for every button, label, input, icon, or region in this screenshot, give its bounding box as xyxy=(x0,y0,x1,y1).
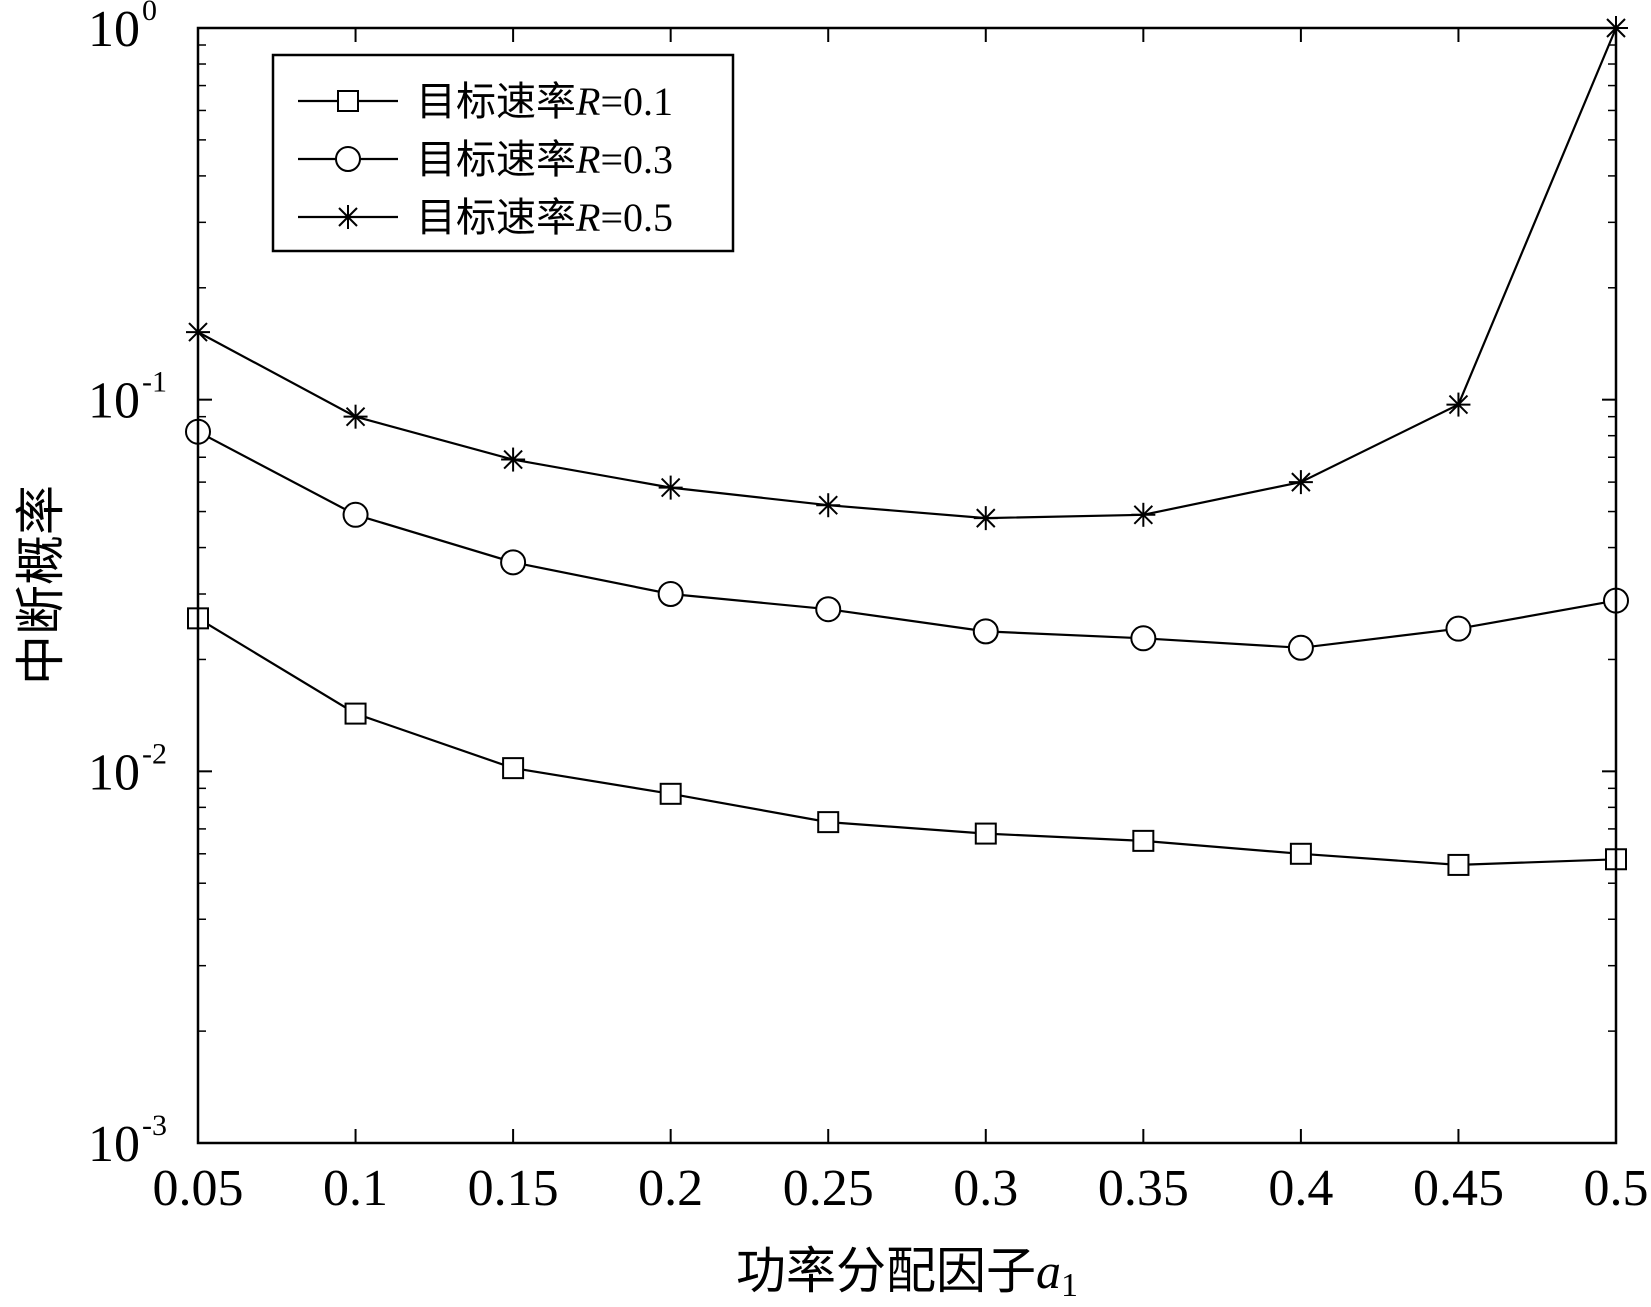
plot-frame xyxy=(196,26,1618,1145)
legend-entry-label: 目标速率R=0.5 xyxy=(416,195,673,240)
legend-marker-square xyxy=(337,90,359,112)
y-tick-label: 10 xyxy=(88,1,140,58)
data-point-circle xyxy=(815,596,842,623)
data-point-star xyxy=(343,404,368,429)
data-point-square xyxy=(1447,853,1470,876)
legend-entry-label: 目标速率R=0.3 xyxy=(416,137,673,182)
x-tick-label: 0.5 xyxy=(1584,1160,1649,1217)
x-tick-label: 0.15 xyxy=(468,1160,559,1217)
x-axis-label-text: 功率分配因子 xyxy=(736,1243,1036,1299)
data-point-square xyxy=(659,782,682,805)
data-point-star xyxy=(1131,502,1156,527)
x-tick-label: 0.05 xyxy=(153,1160,244,1217)
legend-entry-label: 目标速率R=0.1 xyxy=(416,79,673,124)
data-point-circle xyxy=(657,581,684,608)
data-point-circle xyxy=(1445,615,1472,642)
series-line xyxy=(197,430,1617,649)
series-line xyxy=(197,617,1617,867)
x-axis-label-subscript: 1 xyxy=(1061,1267,1078,1304)
x-axis-label: 功率分配因子a1 xyxy=(736,1243,1078,1304)
data-point-square xyxy=(817,811,840,834)
x-tick-label: 0.3 xyxy=(953,1160,1018,1217)
data-point-square xyxy=(344,702,367,725)
data-point-square xyxy=(1132,829,1155,852)
series-line xyxy=(197,27,1618,520)
x-tick-label: 0.1 xyxy=(323,1160,388,1217)
data-point-circle xyxy=(972,618,999,645)
series-square xyxy=(187,607,1627,876)
data-point-square xyxy=(974,822,997,845)
x-tick-label: 0.2 xyxy=(638,1160,703,1217)
y-tick-exponent: -1 xyxy=(142,366,167,399)
data-point-star xyxy=(658,475,683,500)
data-point-star xyxy=(501,447,526,472)
y-tick-label: 10 xyxy=(88,1116,140,1173)
x-axis-label-variable: a xyxy=(1036,1243,1061,1299)
x-tick-label: 0.45 xyxy=(1413,1160,1504,1217)
data-point-square xyxy=(502,757,525,780)
x-tick-label: 0.25 xyxy=(783,1160,874,1217)
x-tick-labels: 0.05 0.1 0.15 0.2 0.25 0.3 0.35 0.4 0.45 0.5 xyxy=(153,1160,1649,1217)
y-axis-label: 中断概率 xyxy=(13,485,69,685)
y-tick-exponent: 0 xyxy=(142,0,157,27)
data-point-circle xyxy=(342,501,369,528)
data-point-circle xyxy=(1130,625,1157,652)
x-tick-label: 0.35 xyxy=(1098,1160,1189,1217)
y-tick-exponent: -2 xyxy=(142,737,167,770)
data-point-star xyxy=(816,493,841,518)
legend: 目标速率R=0.1 目标速率R=0.3 目标速率R=0.5 xyxy=(271,53,735,253)
ticks-layer xyxy=(197,27,1617,1144)
y-tick-exponent: -3 xyxy=(142,1109,167,1142)
data-point-star xyxy=(1446,392,1471,417)
y-tick-label: 10 xyxy=(88,744,140,801)
data-point-circle xyxy=(500,549,527,576)
data-point-star xyxy=(1288,470,1313,495)
data-point-star xyxy=(973,506,998,531)
legend-marker-circle xyxy=(335,146,361,172)
data-point-square xyxy=(1289,842,1312,865)
x-tick-label: 0.4 xyxy=(1268,1160,1333,1217)
legend-marker-star xyxy=(336,205,360,229)
y-tick-label: 10 xyxy=(88,373,140,430)
data-point-circle xyxy=(1287,634,1314,661)
